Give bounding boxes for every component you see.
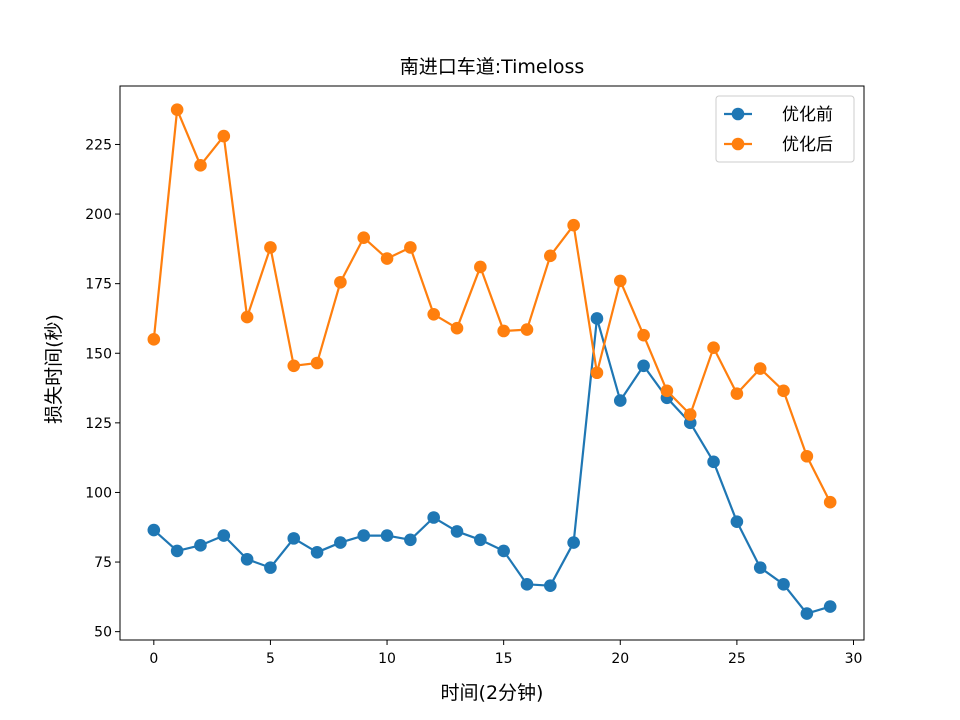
data-point bbox=[474, 533, 487, 547]
data-point bbox=[474, 260, 487, 274]
data-point bbox=[613, 394, 627, 407]
data-point bbox=[753, 362, 767, 375]
data-point bbox=[310, 546, 324, 559]
x-tick-label: 25 bbox=[728, 651, 746, 667]
data-point bbox=[287, 359, 301, 373]
data-point bbox=[217, 129, 231, 143]
y-tick-label: 125 bbox=[85, 416, 112, 432]
x-tick-label: 0 bbox=[149, 651, 158, 667]
y-tick-label: 175 bbox=[85, 277, 112, 293]
data-point bbox=[800, 449, 814, 463]
data-point bbox=[823, 495, 837, 509]
y-tick-label: 100 bbox=[85, 485, 112, 501]
data-point bbox=[170, 544, 184, 558]
data-point bbox=[194, 539, 207, 552]
axes-frame bbox=[119, 85, 865, 641]
series-line bbox=[153, 317, 831, 615]
legend-item: 优化前 bbox=[724, 105, 833, 125]
data-point bbox=[450, 321, 464, 335]
chart-title: 南进口车道:Timeloss bbox=[400, 56, 585, 78]
data-point bbox=[753, 561, 767, 574]
data-point bbox=[730, 387, 744, 400]
data-point bbox=[637, 359, 650, 373]
x-tick-label: 20 bbox=[611, 651, 629, 667]
legend-item: 优化后 bbox=[724, 135, 833, 155]
legend-swatch-marker bbox=[731, 137, 745, 151]
legend-label: 优化前 bbox=[782, 105, 833, 125]
data-point bbox=[800, 607, 814, 620]
x-axis-title: 时间(2分钟) bbox=[441, 682, 544, 704]
data-point bbox=[404, 533, 417, 547]
x-tick-label: 5 bbox=[266, 651, 275, 667]
data-point bbox=[544, 579, 557, 593]
data-point bbox=[427, 511, 440, 524]
legend-swatch-marker bbox=[731, 107, 745, 121]
data-point bbox=[357, 231, 371, 245]
data-point bbox=[147, 523, 161, 537]
data-point bbox=[590, 366, 604, 380]
data-point bbox=[590, 312, 604, 325]
data-point bbox=[170, 103, 184, 116]
legend-label: 优化后 bbox=[782, 135, 833, 155]
data-point bbox=[427, 307, 440, 321]
data-point bbox=[683, 408, 697, 421]
data-point bbox=[777, 578, 790, 591]
data-point bbox=[567, 536, 580, 549]
data-point bbox=[567, 218, 580, 232]
data-point bbox=[613, 274, 627, 288]
data-point bbox=[730, 515, 744, 528]
series-line bbox=[152, 108, 832, 503]
data-point bbox=[777, 384, 790, 398]
data-point bbox=[380, 252, 394, 265]
data-point bbox=[287, 532, 301, 545]
legend-box bbox=[715, 95, 855, 163]
data-point bbox=[334, 536, 347, 549]
data-point bbox=[520, 323, 534, 336]
data-point bbox=[823, 600, 837, 613]
data-point bbox=[450, 525, 464, 538]
data-point bbox=[147, 333, 161, 346]
data-point bbox=[637, 328, 650, 342]
data-point bbox=[544, 249, 557, 263]
y-tick-label: 50 bbox=[94, 625, 112, 641]
data-point bbox=[264, 241, 277, 254]
series-2 bbox=[147, 103, 837, 509]
data-point bbox=[707, 341, 720, 354]
x-tick-label: 10 bbox=[378, 651, 396, 667]
data-point bbox=[404, 241, 417, 254]
data-point bbox=[217, 529, 231, 542]
data-point bbox=[660, 384, 674, 398]
y-tick-label: 75 bbox=[94, 555, 112, 571]
data-point bbox=[264, 561, 277, 574]
plot-area: 0 5 10 15 20 25 30 50 75 100 125 150 175 200 225 bbox=[85, 85, 865, 667]
series-1 bbox=[147, 312, 837, 620]
data-point bbox=[707, 455, 720, 469]
data-point bbox=[194, 159, 207, 172]
data-point bbox=[240, 552, 254, 566]
data-point bbox=[497, 324, 510, 338]
data-point bbox=[520, 578, 534, 591]
data-point bbox=[240, 310, 254, 324]
data-point bbox=[380, 529, 394, 542]
data-point bbox=[310, 356, 324, 370]
data-point bbox=[497, 544, 510, 558]
x-tick-label: 30 bbox=[845, 651, 863, 667]
y-tick-label: 150 bbox=[85, 346, 112, 362]
y-tick-label: 200 bbox=[85, 207, 112, 223]
x-tick-label: 15 bbox=[495, 651, 513, 667]
y-axis-title: 损失时间(秒) bbox=[43, 314, 65, 424]
data-point bbox=[357, 529, 371, 542]
y-tick-label: 225 bbox=[85, 137, 112, 153]
data-point bbox=[334, 275, 347, 289]
